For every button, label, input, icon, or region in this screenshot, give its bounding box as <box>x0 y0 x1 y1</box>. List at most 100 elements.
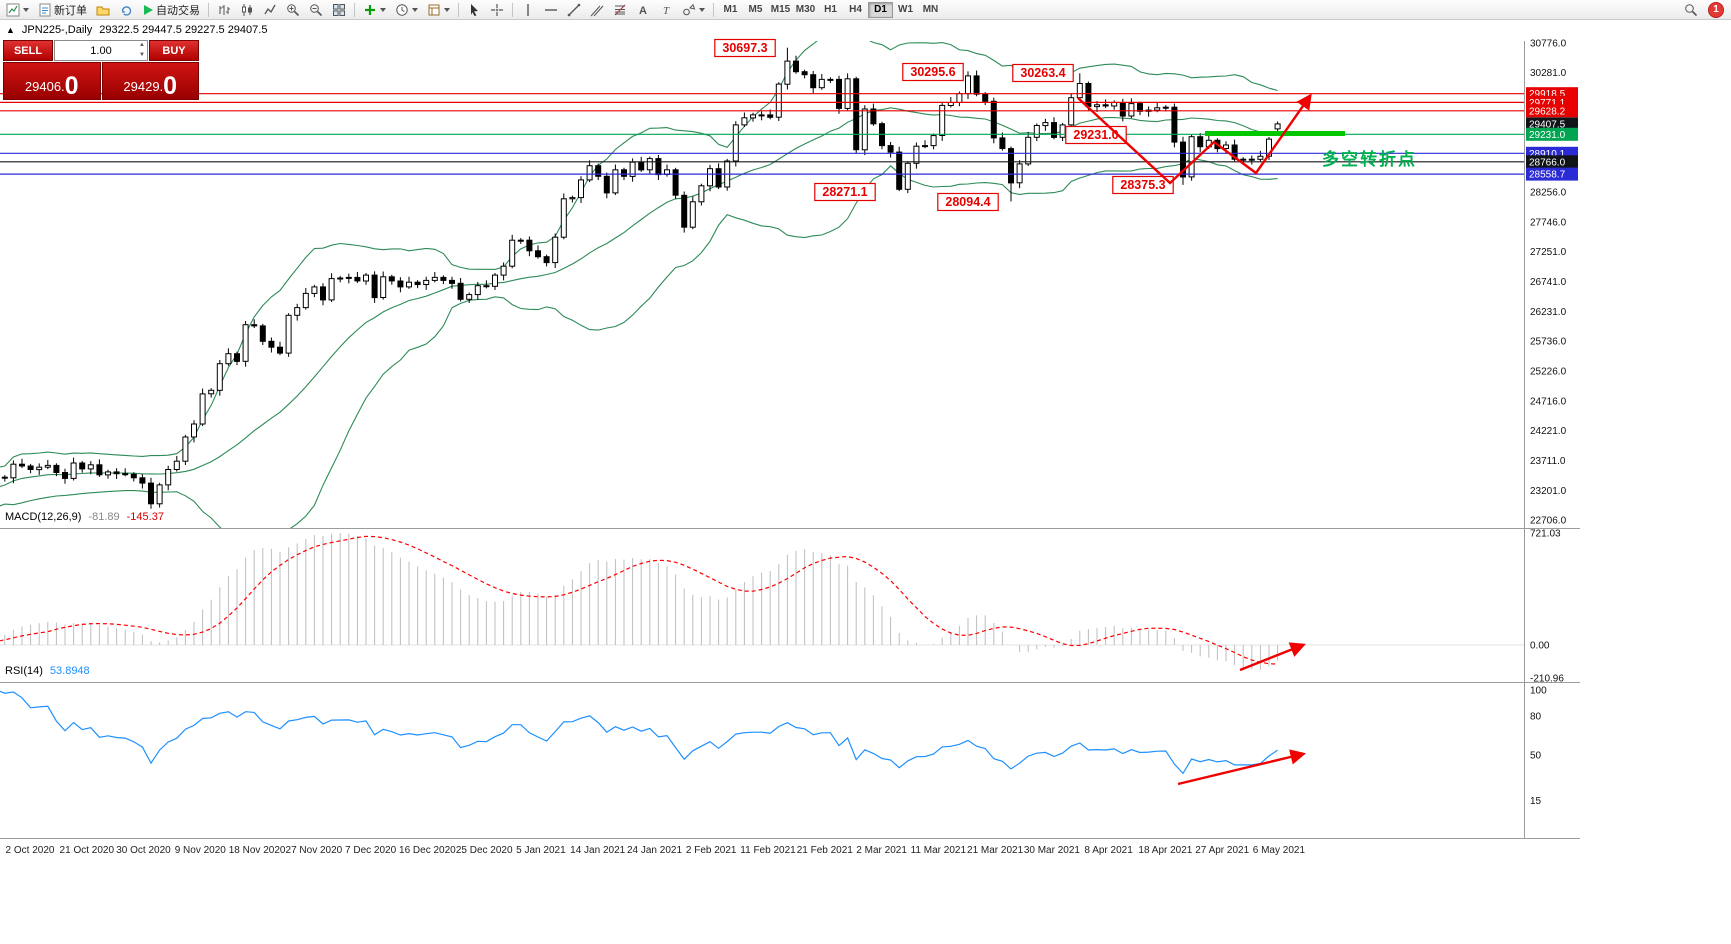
buy-price-prefix: 29429. <box>123 79 164 94</box>
vline-button[interactable] <box>517 1 539 18</box>
macd-signal-line <box>0 535 1278 665</box>
spinner-up-icon[interactable]: ▲ <box>139 42 145 48</box>
new-order-button[interactable]: 新订单 <box>34 1 91 18</box>
sell-button[interactable]: SELL <box>3 40 53 61</box>
timeframe-h4-button[interactable]: H4 <box>843 2 868 18</box>
price-annotation-box[interactable] <box>714 38 776 58</box>
date-axis-label: 27 Nov 2020 <box>286 845 343 856</box>
indicators-icon <box>365 4 375 15</box>
price-annotation-text: 28094.4 <box>945 195 990 209</box>
search-icon <box>1685 3 1698 16</box>
chart-profiles-button[interactable] <box>92 1 114 18</box>
date-axis-label: 8 Apr 2021 <box>1084 845 1133 856</box>
spinner-down-icon[interactable]: ▼ <box>139 51 145 58</box>
date-axis-label: 27 Apr 2021 <box>1195 845 1249 856</box>
price-annotation-box[interactable] <box>1112 175 1174 195</box>
autotrade-button[interactable]: 自动交易 <box>138 1 204 18</box>
label-icon: T <box>663 5 670 17</box>
date-axis-label: 5 Jan 2021 <box>516 845 566 856</box>
chart-canvas[interactable]: 30776.030281.029786.029276.028766.028256… <box>0 20 1731 944</box>
line-chart-mode-button[interactable] <box>259 1 281 18</box>
trend-zigzag-arrow[interactable] <box>1077 93 1312 185</box>
zoom-in-button[interactable] <box>282 1 304 18</box>
new-order-icon <box>39 3 51 16</box>
cursor-icon <box>471 3 478 16</box>
search-button[interactable] <box>1680 1 1702 18</box>
timeframe-w1-button[interactable]: W1 <box>893 2 918 18</box>
timeframe-m15-button[interactable]: M15 <box>768 2 793 18</box>
notification-badge[interactable]: 1 <box>1708 1 1724 18</box>
price-axis-tick: 22706.0 <box>1530 516 1567 527</box>
toolbar-separator <box>458 2 459 17</box>
hline-button[interactable] <box>540 1 562 18</box>
price-axis-tick: 24716.0 <box>1530 397 1567 408</box>
price-axis-tick: 27746.0 <box>1530 218 1567 229</box>
volume-input[interactable]: 1.00 ▲ ▼ <box>54 40 148 61</box>
buy-button[interactable]: BUY <box>149 40 199 61</box>
price-annotation-box[interactable] <box>814 182 876 202</box>
new-chart-button[interactable] <box>2 1 33 18</box>
price-annotation-box[interactable] <box>937 192 999 212</box>
date-axis-label: 25 Dec 2020 <box>456 845 513 856</box>
date-axis-label: 18 Nov 2020 <box>229 845 286 856</box>
line-chart-icon <box>264 4 276 14</box>
timeframe-h1-button[interactable]: H1 <box>818 2 843 18</box>
vertical-line-icon <box>527 3 529 16</box>
label-button[interactable]: T <box>655 1 677 18</box>
buy-price[interactable]: 29429. 0 <box>101 62 199 100</box>
rsi-trend-arrow[interactable] <box>1177 749 1307 786</box>
price-annotation-box[interactable] <box>1065 125 1127 145</box>
svg-text:A: A <box>639 5 647 17</box>
price-tag-28766.0 <box>1526 155 1578 169</box>
rsi-caption: RSI(14) 53.8948 <box>5 665 90 677</box>
text-icon: A <box>639 5 647 17</box>
crosshair-button[interactable] <box>486 1 508 18</box>
trend-up-icon: ▲ <box>6 25 15 35</box>
rsi-label: RSI(14) <box>5 665 43 677</box>
date-axis-label: 21 Feb 2021 <box>797 845 854 856</box>
toolbar-separator <box>208 2 209 17</box>
macd-caption: MACD(12,26,9) -81.89 -145.37 <box>5 511 164 523</box>
zoom-out-button[interactable] <box>305 1 327 18</box>
profiles-icon <box>96 6 110 15</box>
cursor-button[interactable] <box>463 1 485 18</box>
sell-price[interactable]: 29406. 0 <box>3 62 101 100</box>
volume-spinner[interactable]: ▲ ▼ <box>139 41 145 60</box>
indicators-button[interactable] <box>359 1 390 18</box>
timeframe-m5-button[interactable]: M5 <box>743 2 768 18</box>
timeframe-d1-button[interactable]: D1 <box>868 1 893 18</box>
buy-price-big: 0 <box>163 72 178 100</box>
channel-button[interactable] <box>586 1 608 18</box>
price-axis-tick: 30776.0 <box>1530 39 1567 50</box>
price-annotation-text: 30697.3 <box>722 41 767 55</box>
rsi-value: 53.8948 <box>49 665 90 677</box>
timeframe-group: M1 M5 M15 M30 H1 H4 D1 W1 MN <box>718 1 943 18</box>
templates-button[interactable] <box>423 1 454 18</box>
date-axis-label: 2 Oct 2020 <box>6 845 55 856</box>
price-annotation-box[interactable] <box>1012 63 1074 83</box>
price-tag-text: 29231.0 <box>1529 130 1566 141</box>
svg-text:T: T <box>663 5 670 17</box>
bar-chart-mode-button[interactable] <box>213 1 235 18</box>
fibonacci-button[interactable] <box>609 1 631 18</box>
tile-windows-button[interactable] <box>328 1 350 18</box>
timeframe-m1-button[interactable]: M1 <box>718 2 743 18</box>
candle-chart-mode-button[interactable] <box>236 1 258 18</box>
bar-chart-icon <box>219 4 230 15</box>
macd-trend-arrow[interactable] <box>1239 642 1306 672</box>
periods-button[interactable] <box>391 1 422 18</box>
price-axis-tick: 28256.0 <box>1530 188 1567 199</box>
trend-note-text[interactable]: 多空转折点 <box>1322 149 1417 169</box>
chevron-down-icon <box>699 7 705 12</box>
price-annotation-box[interactable] <box>902 62 964 82</box>
volume-value: 1.00 <box>90 44 112 57</box>
rsi-axis-tick: 80 <box>1530 712 1542 723</box>
date-axis-label: 2 Mar 2021 <box>856 845 907 856</box>
timeframe-m30-button[interactable]: M30 <box>793 2 818 18</box>
tile-windows-icon <box>333 3 345 16</box>
text-button[interactable]: A <box>632 1 654 18</box>
timeframe-mn-button[interactable]: MN <box>918 2 943 18</box>
shapes-button[interactable] <box>678 1 709 18</box>
trendline-button[interactable] <box>563 1 585 18</box>
refresh-button[interactable] <box>115 1 137 18</box>
